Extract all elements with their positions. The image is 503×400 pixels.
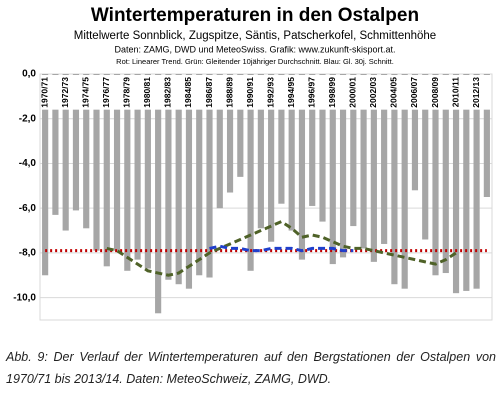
bar (124, 74, 131, 271)
bar (52, 74, 59, 215)
x-tick-label: 1982/83 (163, 77, 173, 108)
trend-line (209, 244, 354, 253)
bar (62, 74, 69, 231)
x-tick-label: 1974/75 (80, 77, 90, 108)
bar (83, 74, 90, 229)
x-tick-label: 1978/79 (122, 77, 132, 108)
bar (350, 74, 357, 227)
x-tick-label: 1990/91 (245, 77, 255, 108)
bar (422, 74, 429, 240)
x-tick-label: 2012/13 (471, 77, 481, 108)
bar (196, 74, 203, 276)
bar (442, 74, 449, 274)
y-tick-label: -8,0 (19, 248, 37, 259)
x-tick-label: 2008/09 (430, 77, 440, 108)
bar (278, 74, 285, 204)
bar (144, 74, 151, 269)
bar (257, 74, 264, 229)
chart: Wintertemperaturen in den Ostalpen Mitte… (13, 5, 493, 321)
bar (72, 74, 80, 211)
x-tick-label: 1986/87 (204, 77, 214, 108)
bar (206, 74, 213, 278)
bar (391, 74, 398, 285)
x-tick-label: 1980/81 (142, 77, 152, 108)
y-tick-label: -4,0 (19, 158, 37, 169)
bar (93, 74, 100, 251)
bar (432, 74, 439, 276)
bar (288, 74, 295, 231)
bar (247, 74, 254, 271)
bar (103, 74, 110, 267)
bar (463, 74, 470, 291)
bar (381, 74, 388, 244)
bar (401, 74, 408, 289)
bar (113, 74, 121, 251)
bar (339, 74, 347, 258)
x-tick-label: 1994/95 (286, 77, 296, 108)
x-tick-label: 1992/93 (265, 77, 275, 108)
trend-line (106, 219, 457, 277)
x-tick-label: 2006/07 (409, 77, 419, 108)
x-tick-label: 1984/85 (183, 77, 193, 108)
caption: Abb. 9: Der Verlauf der Wintertemperatur… (6, 350, 496, 386)
bar (360, 74, 367, 249)
chart-title: Wintertemperaturen in den Ostalpen (91, 5, 419, 26)
bar (452, 74, 460, 294)
x-tick-label: 1998/99 (327, 77, 337, 108)
x-tick-label: 1970/71 (39, 77, 49, 108)
x-tick-label: 2002/03 (368, 77, 378, 108)
bar (237, 74, 244, 177)
y-tick-label: -6,0 (19, 203, 37, 214)
bar (370, 74, 377, 262)
bar (165, 74, 172, 280)
x-tick-label: 1996/97 (306, 77, 316, 108)
bar (155, 74, 162, 314)
x-tick-label: 1988/89 (224, 77, 234, 108)
y-tick-label: -10,0 (13, 292, 36, 303)
chart-subtitle: Mittelwerte Sonnblick, Zugspitze, Säntis… (74, 30, 436, 42)
bar (483, 74, 490, 197)
label-band (41, 75, 491, 110)
bar (185, 74, 193, 289)
bar (473, 74, 480, 289)
bar (298, 74, 306, 260)
bar (42, 74, 49, 276)
y-tick-label: 0,0 (22, 69, 36, 80)
x-tick-label: 1972/73 (60, 77, 70, 108)
bar (226, 74, 234, 193)
bar (268, 74, 275, 242)
x-tick-label: 2010/11 (450, 77, 460, 108)
x-tick-label: 2000/01 (348, 77, 358, 108)
bar (134, 74, 141, 260)
bar (309, 74, 316, 206)
bar (175, 74, 182, 285)
bar (216, 74, 223, 209)
bar (319, 74, 326, 222)
bar (329, 74, 336, 265)
chart-note: Rot: Linearer Trend. Grün: Gleitender 10… (116, 57, 394, 66)
x-tick-label: 1976/77 (101, 77, 111, 108)
chart-source: Daten: ZAMG, DWD und MeteoSwiss. Grafik:… (114, 44, 395, 54)
bar (411, 74, 419, 191)
x-tick-label: 2004/05 (389, 77, 399, 108)
y-tick-label: -2,0 (19, 113, 37, 124)
